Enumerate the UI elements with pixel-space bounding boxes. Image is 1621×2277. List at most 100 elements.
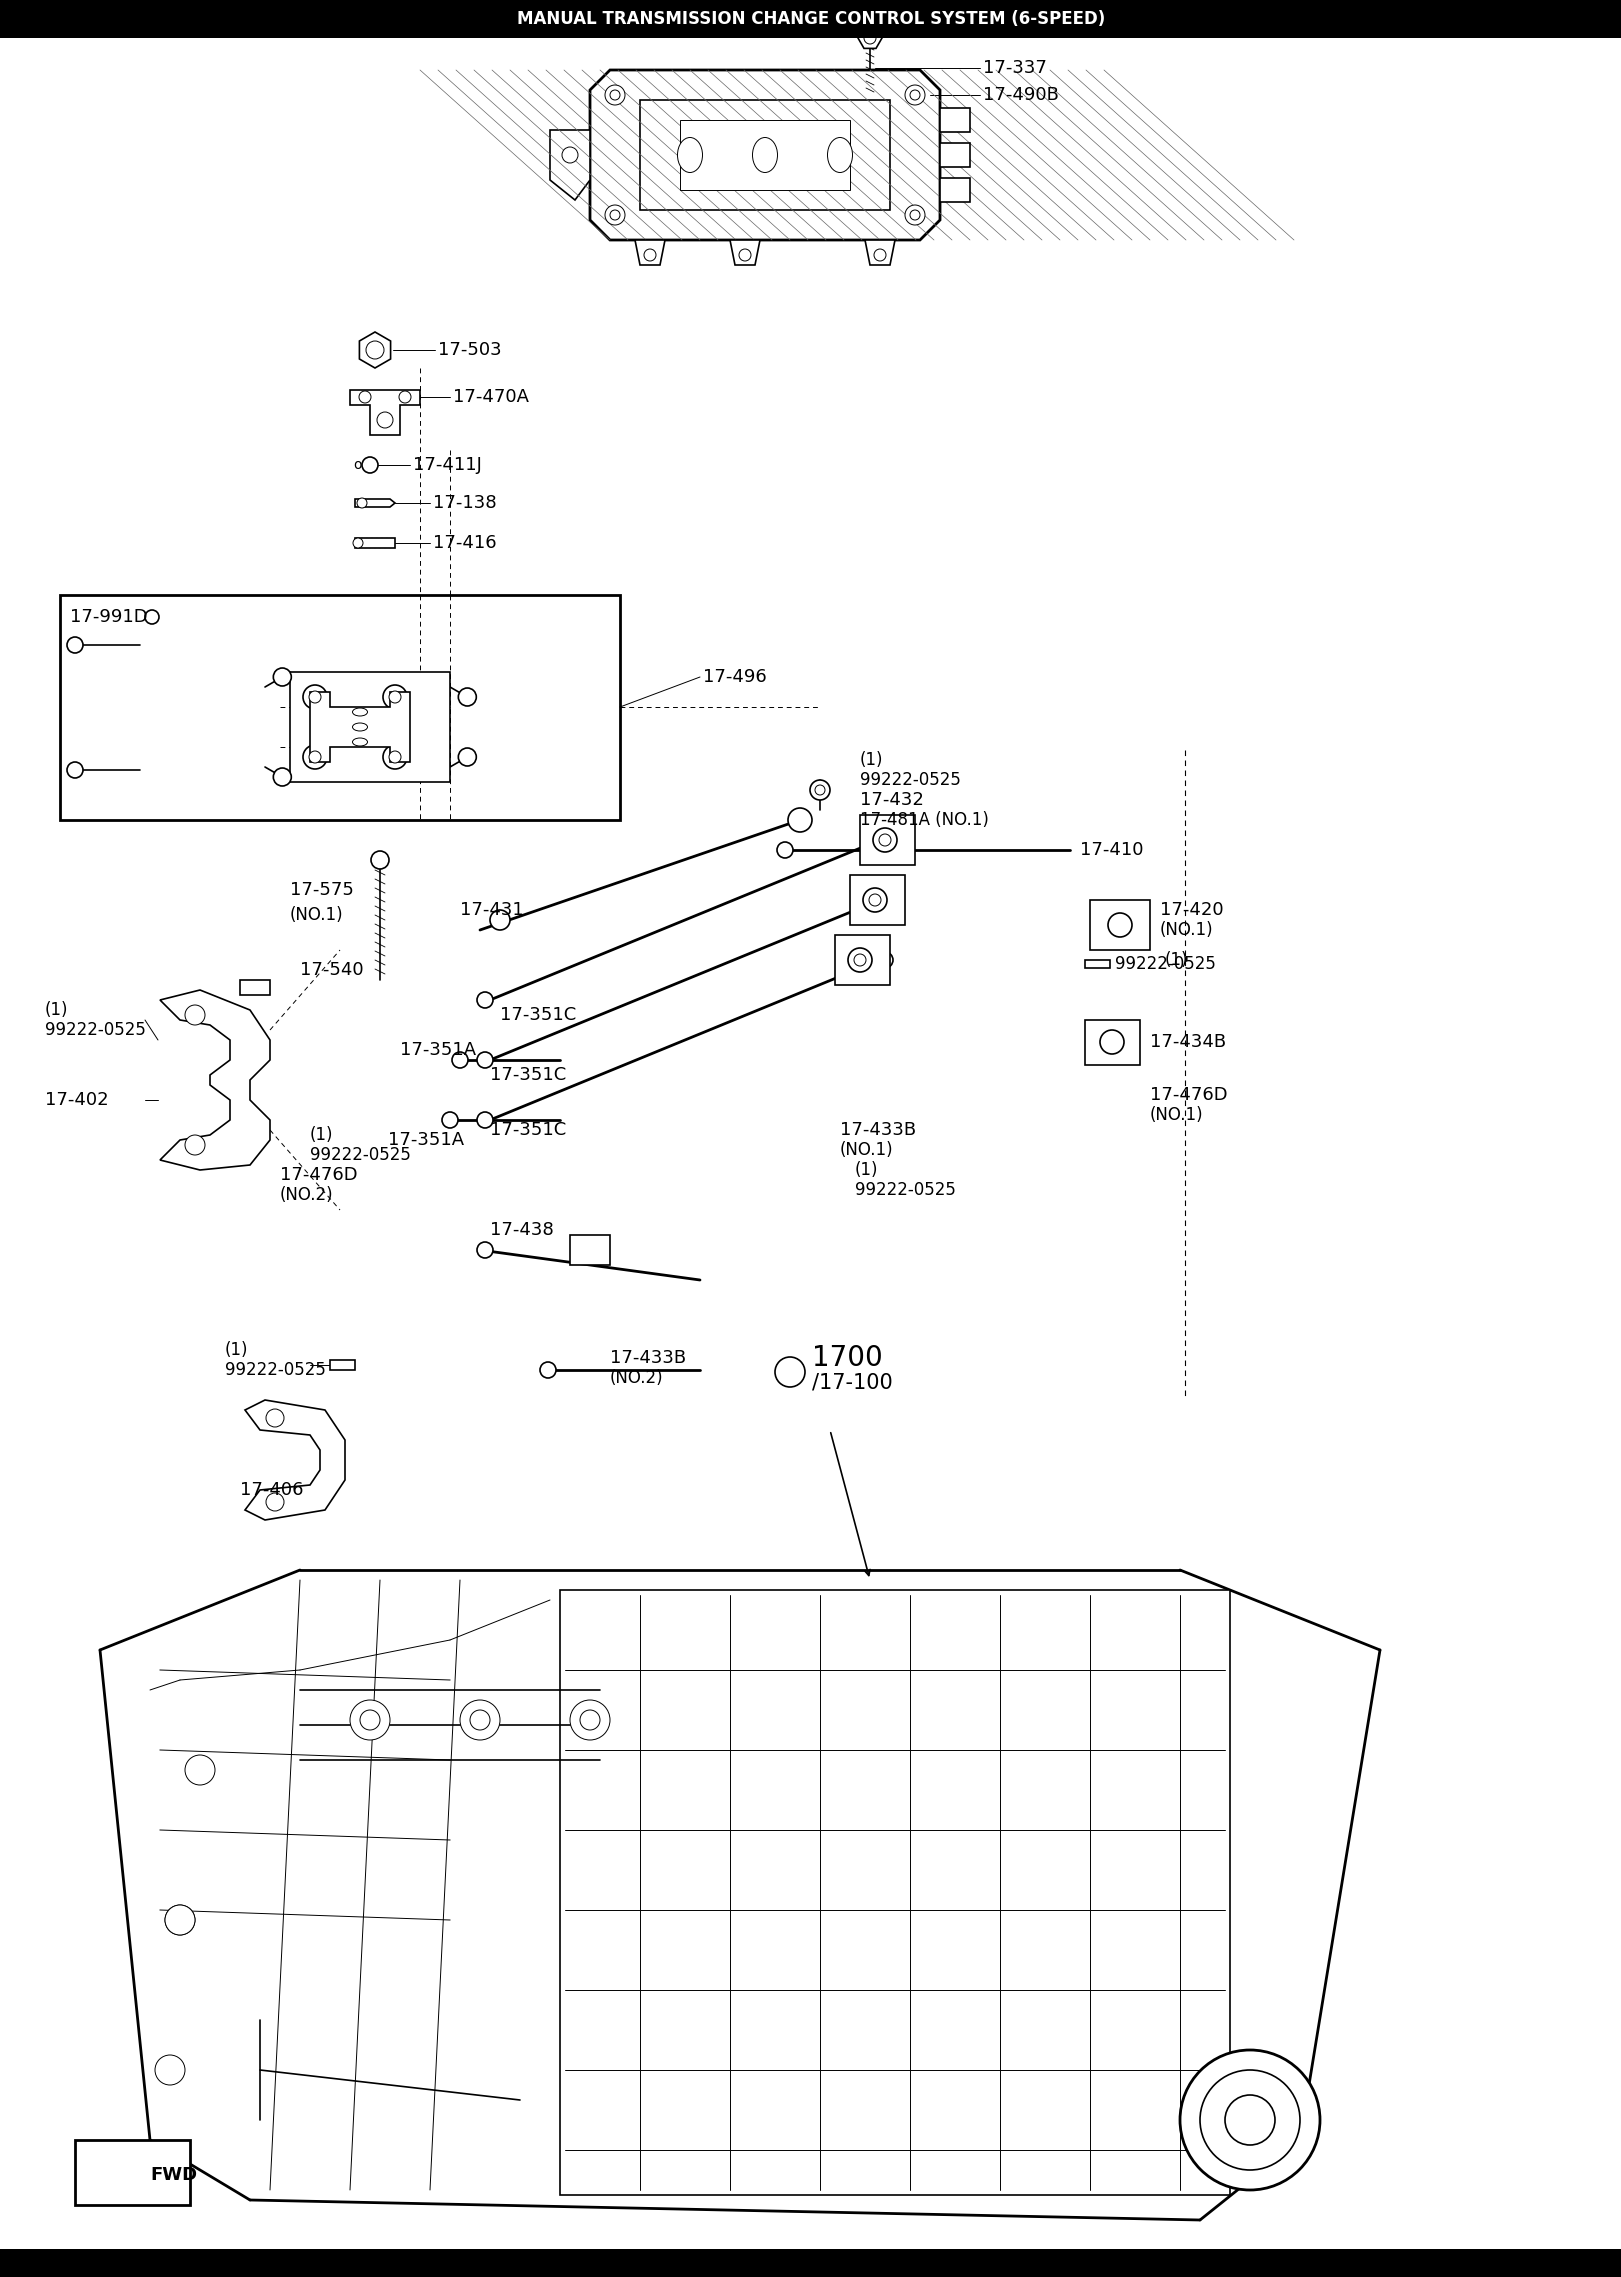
Text: 17-434B: 17-434B: [1149, 1034, 1225, 1052]
Text: 1700: 1700: [812, 1343, 883, 1373]
Circle shape: [1225, 2095, 1276, 2145]
Text: (NO.1): (NO.1): [840, 1141, 893, 1159]
Polygon shape: [940, 143, 969, 166]
Text: 17-406: 17-406: [240, 1480, 303, 1498]
Circle shape: [165, 1906, 195, 1935]
Text: (NO.2): (NO.2): [280, 1186, 334, 1205]
Bar: [835, 936, 890, 986]
Text: 17-490B: 17-490B: [982, 87, 1059, 105]
Circle shape: [383, 685, 407, 708]
Circle shape: [580, 1710, 600, 1731]
Text: 99222-0525: 99222-0525: [310, 1145, 410, 1164]
Circle shape: [185, 1756, 216, 1785]
Circle shape: [905, 205, 926, 225]
Circle shape: [571, 1701, 609, 1740]
Circle shape: [739, 248, 751, 262]
Text: 17-470A: 17-470A: [452, 387, 528, 405]
Text: 17-351C: 17-351C: [490, 1066, 566, 1084]
Bar: [60, 594, 619, 820]
Text: MANUAL TRANSMISSION CHANGE CONTROL SYSTEM (6-SPEED): MANUAL TRANSMISSION CHANGE CONTROL SYSTE…: [517, 9, 1106, 27]
Circle shape: [540, 1362, 556, 1378]
Circle shape: [399, 392, 412, 403]
Circle shape: [1200, 2070, 1300, 2170]
Circle shape: [350, 1701, 391, 1740]
Circle shape: [477, 1111, 493, 1127]
Text: (1): (1): [45, 1002, 68, 1020]
Polygon shape: [940, 107, 969, 132]
Text: 17-411J: 17-411J: [413, 455, 481, 474]
Text: 99222-0525: 99222-0525: [45, 1020, 146, 1038]
Circle shape: [303, 685, 327, 708]
Circle shape: [874, 829, 896, 852]
Bar: [559, 1589, 1230, 2195]
Circle shape: [303, 745, 327, 770]
Circle shape: [562, 148, 579, 164]
Text: 17-431: 17-431: [460, 902, 524, 920]
Polygon shape: [310, 692, 410, 763]
Circle shape: [470, 1710, 490, 1731]
Text: 17-351A: 17-351A: [387, 1132, 464, 1150]
Text: 17-432: 17-432: [861, 790, 924, 808]
Circle shape: [310, 751, 321, 763]
Text: 99222-0525: 99222-0525: [225, 1362, 326, 1380]
Circle shape: [788, 808, 812, 831]
Polygon shape: [550, 130, 590, 200]
Text: 17-416: 17-416: [433, 535, 496, 551]
Text: 17-433B: 17-433B: [609, 1348, 686, 1366]
Text: 17-402: 17-402: [45, 1091, 109, 1109]
Circle shape: [605, 205, 626, 225]
Circle shape: [909, 91, 921, 100]
Circle shape: [477, 993, 493, 1009]
Circle shape: [185, 1004, 204, 1025]
Circle shape: [775, 1357, 806, 1387]
Circle shape: [378, 412, 392, 428]
Polygon shape: [590, 71, 940, 239]
Circle shape: [460, 1701, 499, 1740]
Polygon shape: [940, 178, 969, 203]
Bar: [240, 979, 271, 995]
Circle shape: [144, 610, 159, 624]
Bar: [861, 815, 914, 865]
Bar: [1089, 899, 1149, 950]
Polygon shape: [635, 239, 665, 264]
Circle shape: [459, 749, 477, 765]
Circle shape: [609, 91, 619, 100]
Text: 17-410: 17-410: [1080, 840, 1143, 858]
Text: 17-351A: 17-351A: [400, 1041, 477, 1059]
Circle shape: [477, 1241, 493, 1257]
Text: 17-438: 17-438: [490, 1220, 554, 1239]
Text: 99222-0525: 99222-0525: [1115, 954, 1216, 972]
Circle shape: [848, 947, 872, 972]
Circle shape: [644, 248, 657, 262]
Circle shape: [874, 248, 887, 262]
Circle shape: [909, 209, 921, 221]
Circle shape: [274, 767, 292, 786]
Bar: [0, 2250, 1621, 2277]
Text: /17-100: /17-100: [812, 1373, 893, 1391]
Circle shape: [609, 209, 619, 221]
Circle shape: [605, 84, 626, 105]
Circle shape: [389, 690, 400, 704]
Circle shape: [185, 1134, 204, 1154]
Circle shape: [877, 952, 893, 968]
Polygon shape: [245, 1400, 345, 1521]
Text: 17-351C: 17-351C: [499, 1006, 575, 1025]
Polygon shape: [360, 332, 391, 369]
Circle shape: [490, 911, 511, 929]
Circle shape: [360, 1710, 379, 1731]
Circle shape: [389, 751, 400, 763]
Text: (NO.1): (NO.1): [290, 906, 344, 924]
Bar: [290, 672, 451, 781]
Bar: [640, 100, 890, 209]
Bar: [0, 0, 1621, 39]
Polygon shape: [866, 239, 895, 264]
Circle shape: [879, 833, 892, 847]
Polygon shape: [729, 239, 760, 264]
Polygon shape: [160, 990, 271, 1170]
Text: 17-575: 17-575: [290, 881, 353, 899]
Circle shape: [383, 745, 407, 770]
Circle shape: [357, 499, 366, 508]
Polygon shape: [355, 499, 396, 508]
Polygon shape: [355, 537, 396, 549]
Circle shape: [358, 392, 371, 403]
